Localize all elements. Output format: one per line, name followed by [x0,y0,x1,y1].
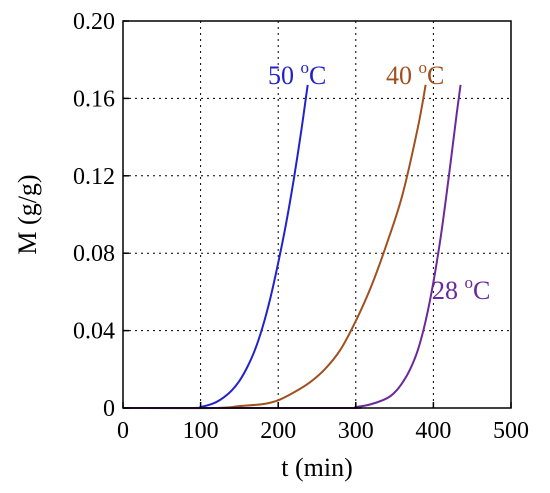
series-line-0 [122,84,309,410]
x-tick-label: 200 [260,418,296,444]
series-label-2: 28 oC [432,273,490,305]
x-tick-label: 100 [183,418,219,444]
y-tick-label: 0.16 [73,86,115,112]
x-tick-label: 500 [493,418,529,444]
tick-labels: 0 100 200 300 400 500 0 0.04 0.08 0.12 0.16 0.20 [73,9,529,444]
y-tick-label: 0.12 [73,164,115,190]
y-axis-title: M (g/g) [13,174,42,254]
y-tick-label: 0.08 [73,241,115,267]
y-tick-label: 0 [103,396,115,422]
x-tick-label: 300 [338,418,374,444]
series-label-1: 40 oC [386,58,444,90]
x-tick-label: 0 [117,418,129,444]
series-line-1 [122,84,427,410]
x-tick-label: 400 [415,418,451,444]
series-labels: 50 oC 40 oC 28 oC [268,58,490,305]
series-label-0: 50 oC [268,58,326,90]
series-lines [122,84,462,410]
series-line-2 [122,84,462,410]
plot-frame [122,20,512,409]
y-tick-label: 0.20 [73,9,115,35]
x-axis-title: t (min) [281,453,353,482]
y-tick-label: 0.04 [73,319,115,345]
grid [123,21,511,408]
